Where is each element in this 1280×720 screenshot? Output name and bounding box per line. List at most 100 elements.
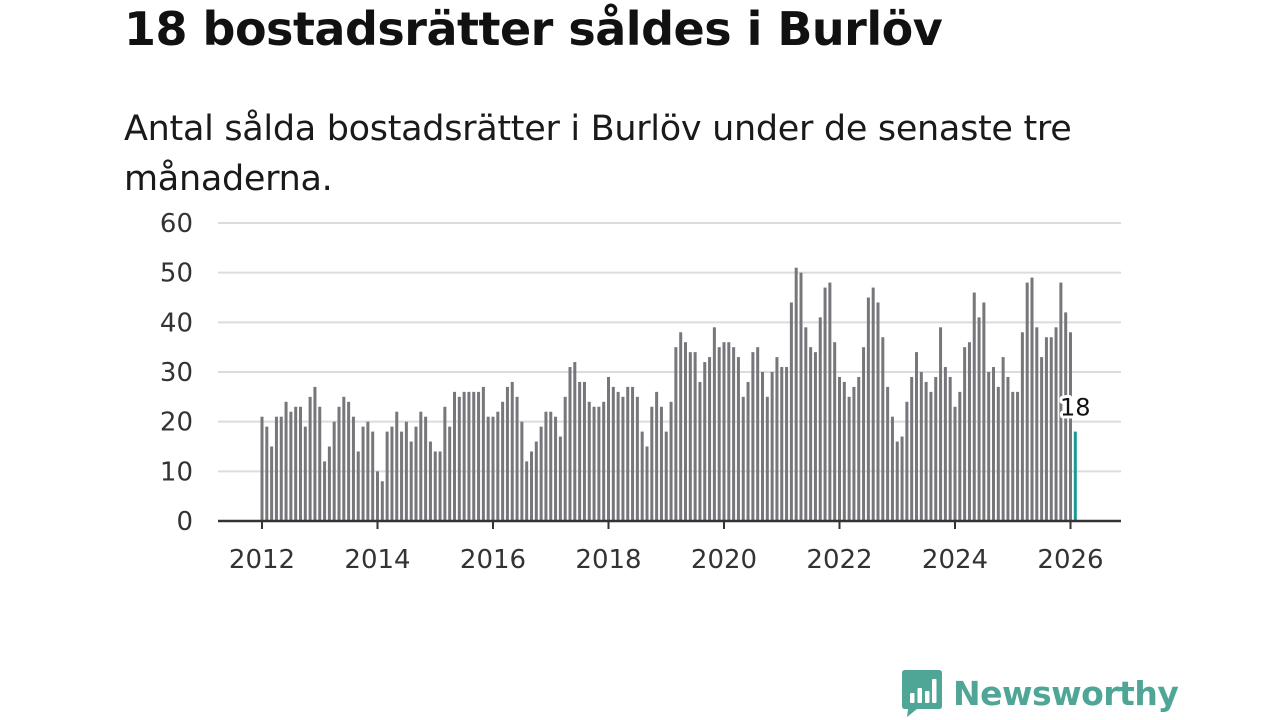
- bar: [607, 376, 610, 521]
- bar: [313, 386, 317, 521]
- bar: [1044, 337, 1048, 521]
- highlight-value-halo: 18: [1060, 394, 1091, 422]
- bar: [260, 416, 264, 521]
- bar: [347, 401, 351, 521]
- bar: [270, 446, 274, 521]
- bar: [1064, 312, 1068, 521]
- bar: [789, 302, 793, 521]
- bar: [308, 396, 312, 521]
- bar: [1035, 327, 1039, 521]
- bar: [597, 406, 601, 521]
- bar: [631, 386, 635, 521]
- bar: [871, 287, 875, 521]
- bar: [765, 396, 769, 521]
- bar: [794, 267, 798, 521]
- bar: [539, 426, 543, 521]
- bar: [448, 426, 452, 521]
- bar: [953, 406, 957, 521]
- bar: [1040, 357, 1044, 521]
- bar: [414, 426, 418, 521]
- labels: 0 10 20 30 40 50 60 2012 2014 2016 2018 2020 2022 202…: [160, 209, 1104, 575]
- bar: [558, 436, 562, 521]
- x-tick-label: 2024: [922, 545, 988, 575]
- bar: [838, 376, 841, 521]
- axes: [218, 519, 1121, 529]
- bar: [934, 376, 938, 521]
- bar: [736, 357, 740, 521]
- bar: [1030, 277, 1034, 521]
- bar: [563, 396, 567, 521]
- bar: [775, 357, 779, 521]
- y-tick-label: 0: [176, 507, 193, 537]
- bar: [337, 406, 341, 521]
- bar: [554, 416, 558, 521]
- bar: [915, 352, 918, 521]
- bar: [327, 446, 331, 521]
- bar: [496, 411, 500, 521]
- bar: [977, 317, 981, 521]
- y-tick-label: 20: [160, 408, 193, 438]
- bar: [390, 426, 394, 521]
- bar: [376, 471, 379, 521]
- bar: [1049, 337, 1053, 521]
- bar: [862, 347, 866, 521]
- bar: [741, 396, 745, 521]
- bar: [886, 386, 890, 521]
- bar: [361, 426, 365, 521]
- bar: [303, 426, 307, 521]
- bar: [693, 352, 697, 521]
- y-tick-label: 50: [160, 259, 193, 289]
- bar: [698, 381, 702, 521]
- bar: [684, 342, 687, 521]
- bar: [833, 342, 837, 521]
- bar: [274, 416, 278, 521]
- bar: [424, 416, 428, 521]
- y-tick-label: 60: [160, 209, 193, 239]
- bar: [265, 426, 269, 521]
- bar: [371, 431, 375, 521]
- bar: [342, 396, 346, 521]
- bar: [996, 386, 1000, 521]
- bar: [1016, 391, 1020, 521]
- bar: [626, 386, 630, 521]
- bar: [592, 406, 596, 521]
- x-tick-label: 2018: [575, 545, 641, 575]
- highlight-bar: [1073, 431, 1077, 521]
- bar: [958, 391, 962, 521]
- bar: [395, 411, 399, 521]
- bar: [900, 436, 904, 521]
- bar: [659, 406, 663, 521]
- bar: [708, 357, 712, 521]
- bar: [761, 372, 764, 521]
- bar: [876, 302, 880, 521]
- bar: [510, 381, 514, 521]
- bar: [963, 347, 967, 521]
- bar: [587, 401, 591, 521]
- bar: [289, 411, 293, 521]
- bar: [616, 391, 620, 521]
- bar: [578, 381, 582, 521]
- bar: [400, 431, 404, 521]
- bar: [650, 406, 654, 521]
- bar: [505, 386, 509, 521]
- chart-title: 18 bostadsrätter såldes i Burlöv: [124, 2, 943, 56]
- bar: [987, 372, 991, 521]
- bar: [477, 391, 481, 521]
- bar: [472, 391, 476, 521]
- bar: [881, 337, 885, 521]
- bar: [751, 352, 755, 521]
- bar: [780, 367, 784, 521]
- bar: [756, 347, 760, 521]
- bar: [573, 362, 577, 521]
- bar: [443, 406, 447, 521]
- bar: [799, 272, 803, 521]
- bar: [732, 347, 736, 521]
- bar: [982, 302, 986, 521]
- bar: [722, 342, 726, 521]
- bar: [323, 461, 327, 521]
- bar: [1020, 332, 1024, 521]
- bar: [409, 441, 413, 521]
- bar: [611, 386, 615, 521]
- bar: [486, 416, 490, 521]
